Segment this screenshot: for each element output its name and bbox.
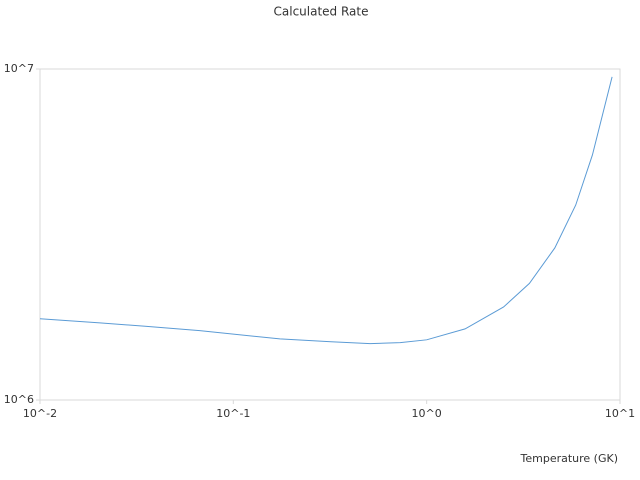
data-line <box>39 76 613 345</box>
x-tick-label: 10^1 <box>605 407 635 420</box>
chart-title: Calculated Rate <box>274 5 369 19</box>
x-tick-label: 10^-1 <box>216 407 250 420</box>
y-tick-label: 10^7 <box>4 62 34 75</box>
x-tick-label: 10^0 <box>412 407 442 420</box>
x-axis-label: Temperature (GK) <box>520 452 619 465</box>
plot-area <box>39 68 621 401</box>
x-tick-label: 10^-2 <box>23 407 57 420</box>
y-tick-label: 10^6 <box>4 393 34 406</box>
